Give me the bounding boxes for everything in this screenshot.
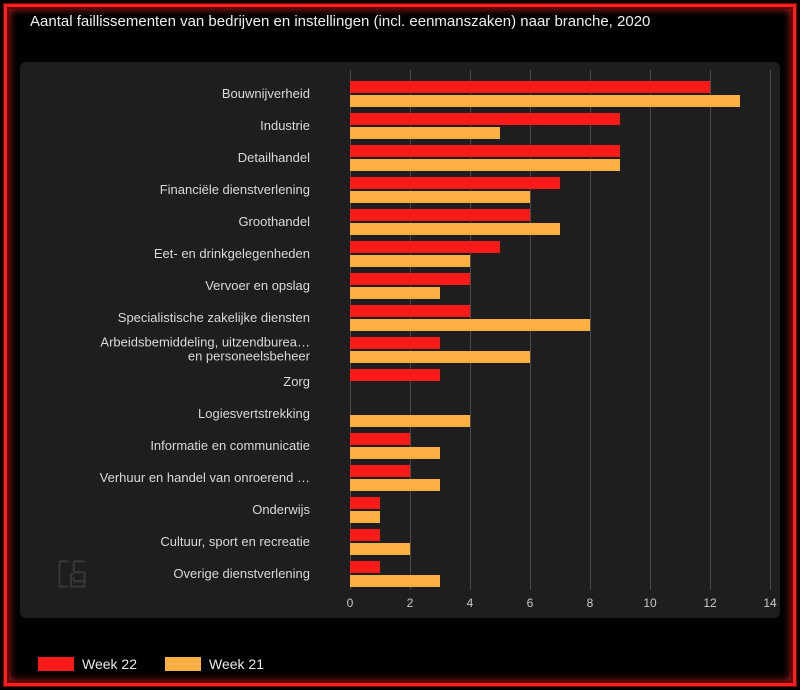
chart-title: Aantal faillissementen van bedrijven en … <box>30 12 770 32</box>
bar-week22 <box>350 81 710 93</box>
category-label: Verhuur en handel van onroerend … <box>0 471 310 485</box>
category-label: Arbeidsbemiddeling, uitzendburea…en pers… <box>0 336 310 365</box>
gridline <box>770 70 771 590</box>
legend-swatch-week22 <box>38 657 74 671</box>
bar-week22 <box>350 561 380 573</box>
category-label: Bouwnijverheid <box>0 87 310 101</box>
category-label: Detailhandel <box>0 151 310 165</box>
bar-week21 <box>350 191 530 203</box>
category-row: Arbeidsbemiddeling, uitzendburea…en pers… <box>350 334 770 366</box>
bar-week21 <box>350 159 620 171</box>
bar-week22 <box>350 305 470 317</box>
category-label: Eet- en drinkgelegenheden <box>0 247 310 261</box>
bar-week21 <box>350 95 740 107</box>
category-row: Detailhandel <box>350 142 770 174</box>
category-label: Cultuur, sport en recreatie <box>0 535 310 549</box>
category-row: Informatie en communicatie <box>350 430 770 462</box>
bar-week21 <box>350 447 440 459</box>
xtick-label: 4 <box>467 596 474 610</box>
category-row: Specialistische zakelijke diensten <box>350 302 770 334</box>
legend-swatch-week21 <box>165 657 201 671</box>
xtick-label: 0 <box>347 596 354 610</box>
category-label: Zorg <box>0 375 310 389</box>
category-label: Financiële dienstverlening <box>0 183 310 197</box>
bar-week21 <box>350 319 590 331</box>
legend-label-week22: Week 22 <box>82 656 137 672</box>
category-row: Logiesvertstrekking <box>350 398 770 430</box>
plot-area: BouwnijverheidIndustrieDetailhandelFinan… <box>350 70 770 590</box>
category-row: Cultuur, sport en recreatie <box>350 526 770 558</box>
bar-week21 <box>350 287 440 299</box>
xtick-label: 12 <box>703 596 716 610</box>
category-row: Industrie <box>350 110 770 142</box>
bar-week21 <box>350 127 500 139</box>
category-row: Groothandel <box>350 206 770 238</box>
category-label: Industrie <box>0 119 310 133</box>
legend: Week 22 Week 21 <box>38 656 264 672</box>
legend-label-week21: Week 21 <box>209 656 264 672</box>
category-row: Vervoer en opslag <box>350 270 770 302</box>
bar-week21 <box>350 575 440 587</box>
xtick-label: 2 <box>407 596 414 610</box>
xtick-label: 14 <box>763 596 776 610</box>
category-label: Informatie en communicatie <box>0 439 310 453</box>
category-label: Vervoer en opslag <box>0 279 310 293</box>
bar-week22 <box>350 529 380 541</box>
legend-item-week22: Week 22 <box>38 656 137 672</box>
category-label: Onderwijs <box>0 503 310 517</box>
bar-week21 <box>350 223 560 235</box>
xtick-label: 10 <box>643 596 656 610</box>
bar-week22 <box>350 145 620 157</box>
category-row: Zorg <box>350 366 770 398</box>
bar-week22 <box>350 369 440 381</box>
bar-week22 <box>350 273 470 285</box>
category-row: Financiële dienstverlening <box>350 174 770 206</box>
bar-week21 <box>350 351 530 363</box>
bar-week21 <box>350 415 470 427</box>
bar-week22 <box>350 337 440 349</box>
bar-week22 <box>350 209 530 221</box>
category-label: Logiesvertstrekking <box>0 407 310 421</box>
bar-week22 <box>350 113 620 125</box>
bar-week21 <box>350 479 440 491</box>
bar-week21 <box>350 543 410 555</box>
legend-item-week21: Week 21 <box>165 656 264 672</box>
category-row: Onderwijs <box>350 494 770 526</box>
xtick-label: 8 <box>587 596 594 610</box>
category-label: Specialistische zakelijke diensten <box>0 311 310 325</box>
category-row: Overige dienstverlening <box>350 558 770 590</box>
bar-week22 <box>350 465 410 477</box>
category-row: Bouwnijverheid <box>350 78 770 110</box>
bar-week22 <box>350 177 560 189</box>
bar-week22 <box>350 433 410 445</box>
category-label: Groothandel <box>0 215 310 229</box>
category-label: Overige dienstverlening <box>0 567 310 581</box>
bar-week21 <box>350 511 380 523</box>
bar-week22 <box>350 497 380 509</box>
category-row: Verhuur en handel van onroerend … <box>350 462 770 494</box>
category-row: Eet- en drinkgelegenheden <box>350 238 770 270</box>
bar-week22 <box>350 241 500 253</box>
xtick-label: 6 <box>527 596 534 610</box>
bar-week21 <box>350 255 470 267</box>
